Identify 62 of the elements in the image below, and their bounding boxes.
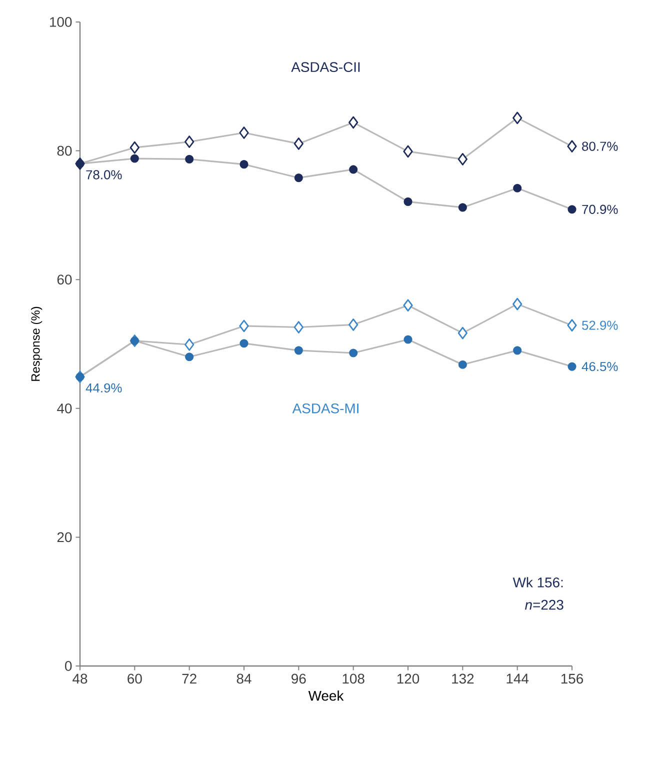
- data-label: 70.9%: [582, 204, 618, 214]
- annotation: ASDAS-MI: [292, 403, 358, 414]
- data-label: 46.5%: [582, 362, 618, 372]
- x-tick-label: 144: [506, 674, 529, 684]
- data-label: 52.9%: [582, 320, 618, 330]
- point: [567, 140, 577, 152]
- y-tick-label: 40: [57, 403, 72, 414]
- x-tick-label: 72: [182, 674, 196, 684]
- point: [567, 319, 577, 332]
- point: [458, 203, 467, 212]
- x-tick-label: 84: [236, 674, 252, 684]
- data-label: 44.9%: [86, 383, 122, 393]
- point: [294, 321, 304, 334]
- point: [130, 154, 139, 163]
- x-tick-label: 156: [561, 674, 584, 684]
- point: [512, 298, 522, 310]
- annotation: Wk 156:: [512, 577, 563, 588]
- point: [349, 348, 358, 358]
- x-axis-title: Week: [308, 690, 344, 701]
- y-tick-label: 20: [57, 532, 72, 542]
- point: [130, 141, 140, 154]
- point: [185, 154, 194, 164]
- point: [294, 138, 304, 150]
- x-tick-label: 108: [342, 674, 364, 684]
- annotation: n=223: [524, 600, 564, 610]
- point: [240, 160, 248, 169]
- point: [568, 362, 576, 371]
- x-tick-label: 120: [397, 674, 420, 684]
- point: [404, 335, 412, 344]
- x-tick-label: 60: [128, 674, 142, 684]
- point: [349, 165, 358, 174]
- point: [512, 112, 522, 124]
- point: [568, 205, 576, 214]
- point: [513, 346, 522, 355]
- x-tick-label: 96: [292, 674, 306, 684]
- point: [458, 326, 468, 340]
- x-tick-label: 48: [72, 674, 88, 684]
- y-tick-label: 80: [57, 146, 72, 156]
- y-tick-label: 0: [65, 661, 72, 671]
- x-tick-label: 132: [452, 674, 474, 684]
- y-tick-label: 60: [57, 274, 72, 285]
- data-label: 80.7%: [582, 142, 618, 151]
- point: [403, 145, 413, 158]
- point: [403, 299, 413, 312]
- point: [294, 346, 303, 355]
- point: [513, 184, 522, 192]
- data-label: 78.0%: [86, 170, 122, 180]
- point: [404, 197, 412, 206]
- point: [185, 352, 194, 362]
- point: [458, 152, 468, 166]
- point: [184, 338, 194, 351]
- annotation: ASDAS-CII: [291, 62, 360, 72]
- point: [239, 320, 249, 332]
- y-axis-title: Response (%): [30, 306, 42, 381]
- point: [184, 136, 194, 148]
- point: [458, 360, 467, 369]
- point: [240, 339, 248, 348]
- point: [239, 126, 249, 139]
- point: [348, 318, 358, 331]
- y-tick-label: 100: [50, 17, 72, 27]
- point: [294, 174, 303, 182]
- point: [348, 116, 358, 129]
